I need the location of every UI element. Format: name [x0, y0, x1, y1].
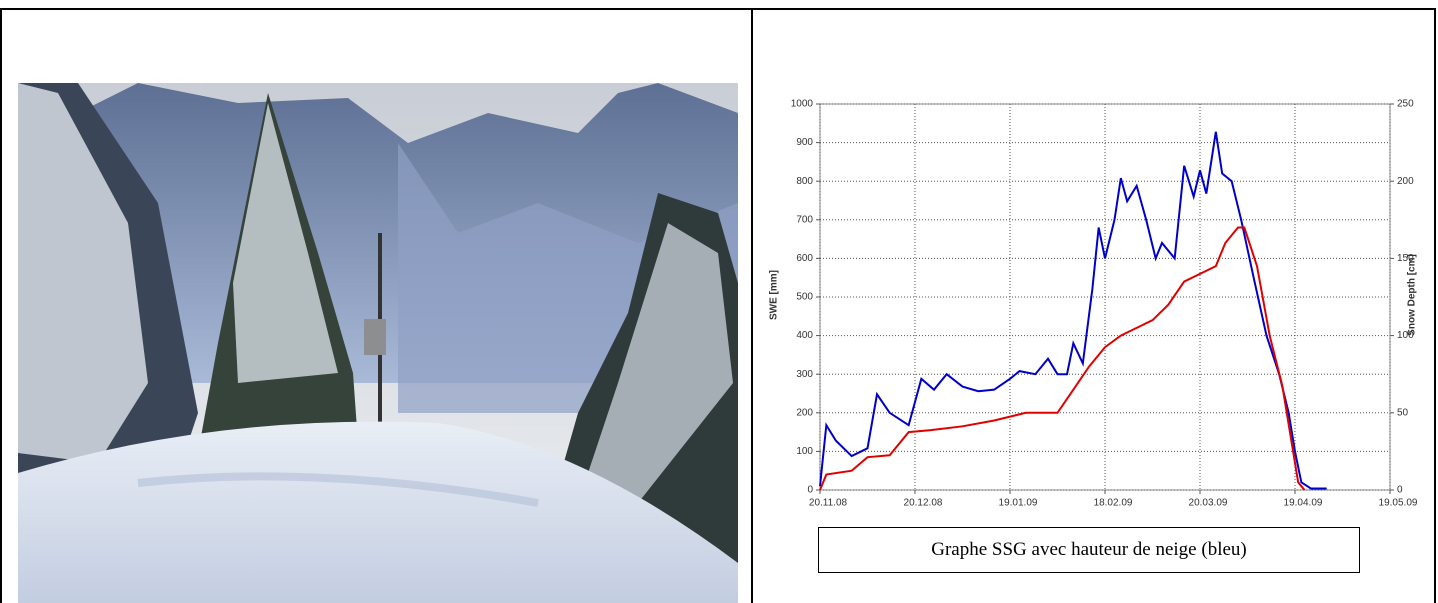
y2-tick-label: 250 — [1397, 99, 1414, 110]
x-tick-label: 20.03.09 — [1189, 498, 1228, 509]
y2-tick-label: 150 — [1397, 253, 1414, 264]
y-tick-label: 1000 — [791, 99, 814, 110]
x-tick-label: 19.01.09 — [999, 498, 1038, 509]
photo — [18, 83, 738, 603]
y-tick-label: 0 — [807, 485, 813, 496]
x-tick-label: 18.02.09 — [1094, 498, 1133, 509]
y-tick-label: 800 — [796, 176, 813, 187]
x-tick-label: 19.05.09 — [1379, 498, 1418, 509]
table-frame — [0, 8, 1436, 603]
chart: SWE [mm] Snow Depth [cm] 0 100 200 300 400 50… — [769, 99, 1418, 509]
y-tick-label: 500 — [796, 292, 813, 303]
x-tick-label: 20.12.08 — [904, 498, 943, 509]
x-tick-label: 19.04.09 — [1284, 498, 1323, 509]
y-tick-label: 200 — [796, 407, 813, 418]
cell-divider — [751, 8, 753, 603]
y-tick-label: 600 — [796, 253, 813, 264]
y2-axis-label: Snow Depth [cm] — [1407, 254, 1418, 336]
y-tick-label: 300 — [796, 369, 813, 380]
x-tick-label: 20.11.08 — [809, 498, 848, 509]
y2-tick-label: 0 — [1397, 485, 1403, 496]
caption: Graphe SSG avec hauteur de neige (bleu) — [818, 527, 1360, 573]
data-line — [819, 226, 1306, 491]
y2-tick-label: 50 — [1397, 407, 1409, 418]
y-axis-label: SWE [mm] — [769, 270, 780, 320]
y-tick-label: 100 — [796, 446, 813, 457]
y2-tick-label: 200 — [1397, 176, 1414, 187]
y-tick-label: 900 — [796, 137, 813, 148]
y2-tick-label: 100 — [1397, 330, 1414, 341]
y-tick-label: 400 — [796, 330, 813, 341]
y-tick-label: 700 — [796, 214, 813, 225]
data-line — [819, 131, 1327, 490]
